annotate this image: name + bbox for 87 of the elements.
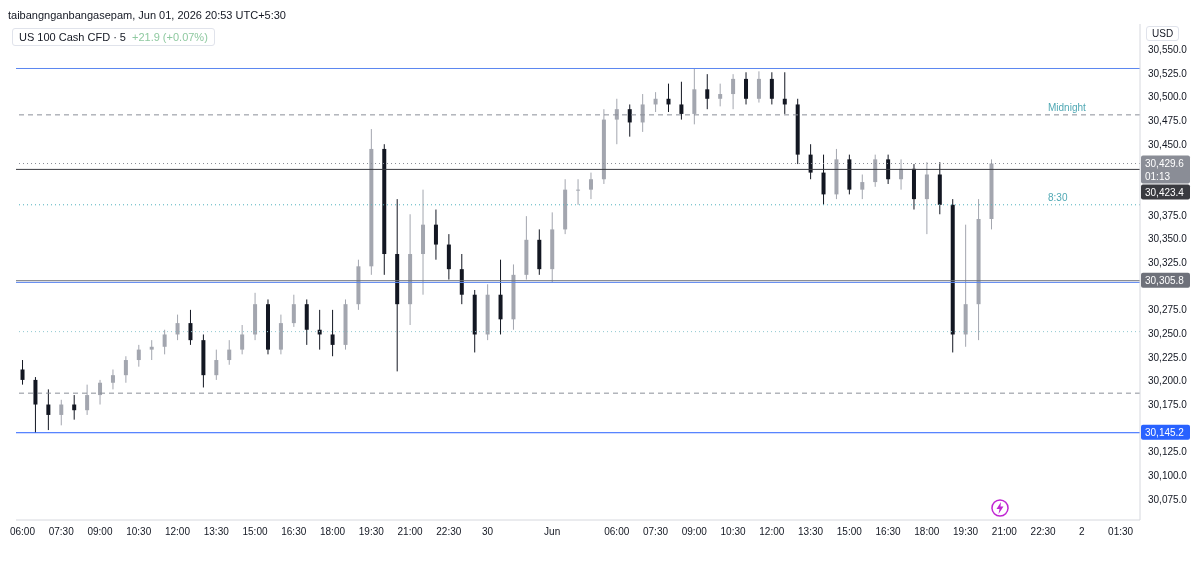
- x-tick-label: 19:30: [953, 526, 979, 538]
- x-tick-label: 15:00: [836, 526, 863, 538]
- y-tick-label: 30,525.0: [1148, 67, 1188, 79]
- x-tick-label: 07:30: [48, 526, 75, 538]
- x-tick-label: 21:00: [991, 526, 1018, 538]
- candlestick: [175, 314, 180, 341]
- candlestick: [46, 388, 51, 431]
- x-tick-label: 16:30: [281, 526, 307, 538]
- y-tick-label: 30,250.0: [1148, 328, 1188, 340]
- candlestick: [85, 384, 90, 416]
- candlestick: [821, 154, 826, 206]
- y-tick-label: 30,100.0: [1148, 470, 1188, 482]
- candlestick: [433, 209, 438, 261]
- y-tick-label: 30,375.0: [1148, 209, 1188, 221]
- x-tick-label: 15:00: [242, 526, 268, 538]
- candlestick: [110, 369, 115, 390]
- candlestick: [149, 339, 154, 361]
- x-tick-label: 12:00: [164, 526, 191, 538]
- x-tick-label: 21:00: [397, 526, 423, 538]
- ref-line-label: 30,423.4: [1145, 186, 1185, 198]
- y-tick-label: 30,450.0: [1148, 138, 1188, 150]
- text: +21.9 (+0.07%): [131, 31, 208, 43]
- y-tick-label: 30,475.0: [1148, 115, 1188, 127]
- y-tick-label: 30,075.0: [1148, 493, 1188, 505]
- x-tick-label: 09:00: [87, 526, 113, 538]
- x-tick-label: 2: [1079, 526, 1086, 538]
- y-tick-label: 30,200.0: [1148, 375, 1188, 387]
- annotation: 8:30: [1048, 191, 1068, 203]
- x-tick-label: 12:00: [759, 526, 785, 538]
- candlestick: [769, 71, 774, 105]
- annotation: Midnight: [1048, 101, 1087, 113]
- x-tick-label: Jun: [544, 526, 561, 538]
- y-tick-label: 30,350.0: [1148, 233, 1188, 245]
- candlestick: [886, 154, 891, 185]
- candlestick: [214, 349, 219, 381]
- x-tick-label: 10:30: [720, 526, 746, 538]
- candlestick: [576, 178, 581, 206]
- candlestick: [123, 355, 128, 384]
- x-tick-label: 09:00: [681, 526, 708, 538]
- y-tick-label: 30,500.0: [1148, 91, 1188, 103]
- x-tick-label: 22:30: [436, 526, 462, 538]
- ref-line-label: 30,145.2: [1145, 426, 1185, 438]
- y-tick-label: 30,225.0: [1148, 351, 1188, 363]
- text: taibangnganbangasepam, Jun 01, 2026 20:53 UTC+5:30: [8, 9, 286, 21]
- candlestick: [227, 339, 232, 366]
- y-tick-label: 30,275.0: [1148, 304, 1188, 316]
- x-tick-label: 30: [482, 526, 494, 538]
- y-tick-label: 30,325.0: [1148, 257, 1188, 269]
- candlestick: [291, 294, 296, 328]
- ref-line-label: 30,429.6 01:13: [1145, 157, 1185, 182]
- candlestick: [136, 344, 141, 368]
- x-tick-label: 07:30: [643, 526, 669, 538]
- x-tick-label: 13:30: [203, 526, 230, 538]
- candlestick: [59, 399, 64, 426]
- candlestick: [240, 324, 245, 355]
- x-tick-label: 19:30: [358, 526, 385, 538]
- candlestick: [705, 73, 710, 110]
- candlestick: [808, 143, 813, 180]
- candlestick: [731, 73, 736, 110]
- candlestick: [679, 81, 684, 121]
- candlestick: [588, 172, 593, 200]
- candlestick: [756, 70, 761, 104]
- ref-line-label: 30,305.8: [1145, 274, 1185, 286]
- y-axis-title: USD: [1146, 26, 1180, 41]
- y-tick-label: 30,175.0: [1148, 399, 1188, 411]
- candlestick: [627, 103, 632, 138]
- candlestick: [162, 329, 167, 355]
- x-tick-label: 18:00: [914, 526, 940, 538]
- x-tick-label: 18:00: [320, 526, 346, 538]
- x-tick-label: 16:30: [875, 526, 902, 538]
- text: US 100 Cash CFD · 5: [19, 31, 126, 43]
- candlestick: [188, 309, 193, 346]
- candlestick: [98, 379, 103, 406]
- candlestick: [614, 98, 619, 145]
- y-tick-label: 30,125.0: [1148, 446, 1188, 458]
- x-tick-label: 13:30: [798, 526, 824, 538]
- candlestick: [20, 359, 25, 386]
- y-tick-label: 30,550.0: [1148, 44, 1188, 56]
- candlestick: [330, 309, 335, 357]
- x-tick-label: 06:00: [9, 526, 36, 538]
- x-tick-label: 01:30: [1108, 526, 1134, 538]
- candlestick: [718, 83, 723, 107]
- x-tick-label: 22:30: [1030, 526, 1057, 538]
- candlestick: [744, 71, 749, 105]
- candlestick: [860, 174, 865, 200]
- x-tick-label: 10:30: [126, 526, 152, 538]
- x-tick-label: 06:00: [604, 526, 630, 538]
